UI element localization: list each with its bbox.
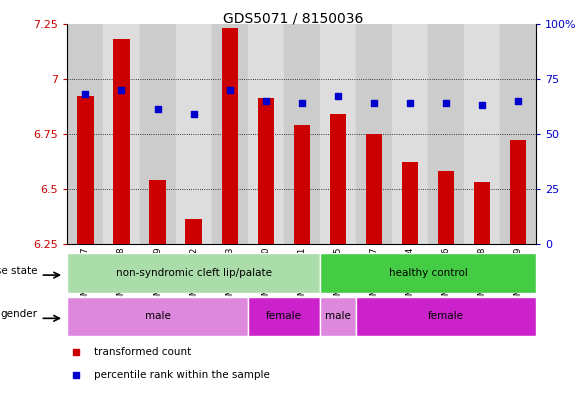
Point	[189, 111, 198, 117]
Point	[369, 100, 379, 106]
Bar	[113, 39, 130, 244]
Text: healthy control: healthy control	[389, 268, 468, 278]
Point	[297, 100, 306, 106]
Bar	[186, 219, 202, 244]
Bar	[176, 24, 212, 244]
Bar	[320, 297, 356, 336]
Bar	[248, 24, 284, 244]
Bar	[510, 140, 526, 244]
Text: transformed count: transformed count	[94, 347, 191, 357]
Bar	[67, 297, 248, 336]
Point	[478, 102, 487, 108]
Bar	[392, 24, 428, 244]
Bar	[356, 297, 536, 336]
Bar	[356, 24, 392, 244]
Point	[81, 91, 90, 97]
Text: male: male	[325, 311, 351, 321]
Bar	[320, 24, 356, 244]
Bar	[500, 24, 536, 244]
Text: gender: gender	[0, 309, 37, 320]
Bar	[149, 180, 166, 244]
Text: female: female	[428, 311, 464, 321]
Text: percentile rank within the sample: percentile rank within the sample	[94, 370, 270, 380]
Point	[441, 100, 451, 106]
Bar	[366, 134, 382, 244]
Bar	[67, 24, 104, 244]
Bar	[474, 182, 490, 244]
Bar	[438, 171, 454, 244]
Text: GDS5071 / 8150036: GDS5071 / 8150036	[223, 12, 363, 26]
Bar	[258, 98, 274, 244]
Point	[333, 93, 343, 99]
Point	[117, 86, 126, 93]
Bar	[330, 114, 346, 244]
Bar	[284, 24, 320, 244]
Bar	[248, 297, 320, 336]
Point	[406, 100, 415, 106]
Text: non-syndromic cleft lip/palate: non-syndromic cleft lip/palate	[115, 268, 271, 278]
Text: disease state: disease state	[0, 266, 37, 276]
Point	[261, 97, 270, 104]
Point	[153, 106, 162, 112]
Bar	[222, 28, 238, 244]
Bar	[77, 96, 94, 244]
Bar	[464, 24, 500, 244]
Bar	[139, 24, 176, 244]
Bar	[104, 24, 139, 244]
Bar	[320, 253, 536, 293]
Text: female: female	[266, 311, 302, 321]
Bar	[428, 24, 464, 244]
Bar	[67, 253, 320, 293]
Bar	[212, 24, 248, 244]
Point	[513, 97, 523, 104]
Bar	[294, 125, 310, 244]
Point	[225, 86, 234, 93]
Bar	[402, 162, 418, 244]
Text: male: male	[145, 311, 171, 321]
